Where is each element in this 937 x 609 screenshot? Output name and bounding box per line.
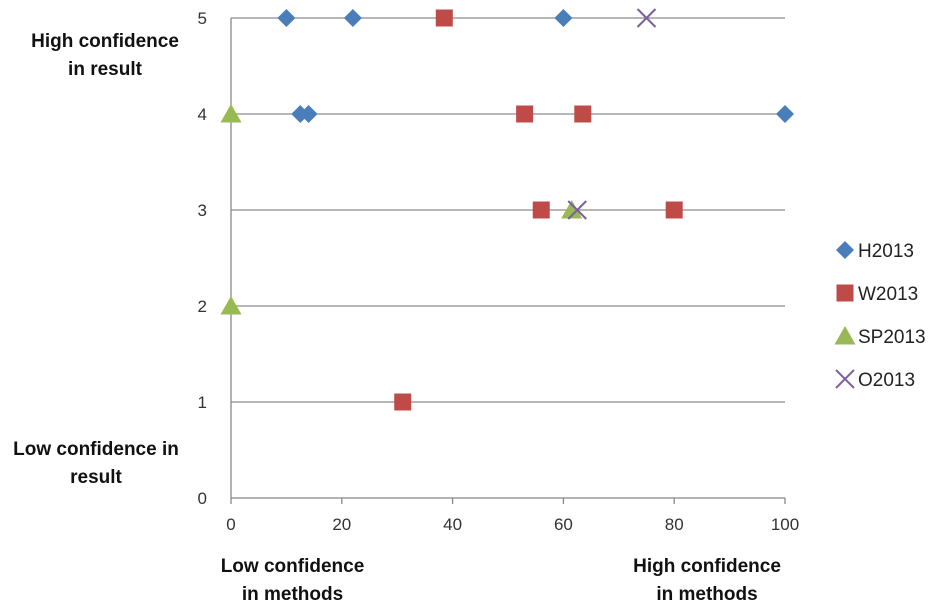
data-point-w2013	[435, 9, 453, 27]
y-low-line-2: result	[70, 467, 122, 488]
data-point-sp2013	[561, 200, 583, 219]
axes: 0 1 2 3 4 5 0 20 40 60 80 100	[198, 9, 800, 534]
data-point-sp2013	[220, 296, 242, 315]
y-tick-label: 4	[198, 105, 207, 124]
data-point-h2013	[776, 105, 794, 123]
x-low-line-2: in methods	[241, 584, 344, 605]
data-point-w2013	[574, 105, 592, 123]
data-point-h2013	[277, 9, 296, 27]
data-point-h2013	[554, 9, 573, 27]
data-point-sp2013	[220, 104, 242, 123]
data-point-o2013	[636, 8, 657, 28]
y-high-line-2: in result	[68, 59, 142, 80]
data-points	[220, 8, 794, 411]
legend-item-sp2013: SP2013	[834, 326, 926, 348]
legend-label-o2013: O2013	[858, 370, 915, 391]
x-tick-label: 60	[554, 515, 573, 534]
x-low-annotation: Low confidence in methods	[200, 553, 385, 609]
data-point-w2013	[394, 393, 412, 411]
data-point-w2013	[516, 105, 534, 123]
y-tick-label: 1	[198, 393, 207, 412]
y-tick-label: 3	[198, 201, 207, 220]
legend-marker-h2013	[836, 241, 854, 259]
y-tick-label: 0	[198, 489, 207, 508]
legend-marker-o2013	[835, 369, 855, 389]
x-tick-label: 100	[771, 515, 799, 534]
data-point-w2013	[532, 201, 550, 219]
legend-label-sp2013: SP2013	[858, 327, 926, 348]
x-high-line-1: High confidence	[633, 556, 781, 577]
data-point-h2013	[299, 105, 318, 123]
legend-marker-o2013-stroke-b	[835, 369, 855, 389]
data-point-o2013-stroke-b	[567, 200, 587, 220]
legend-item-o2013: O2013	[835, 369, 915, 391]
legend-label-h2013: H2013	[858, 241, 914, 262]
y-tick-label: 2	[198, 297, 207, 316]
x-tick-label: 20	[332, 515, 351, 534]
data-point-h2013	[343, 9, 362, 27]
legend-label-w2013: W2013	[858, 284, 918, 305]
legend-marker-w2013	[836, 284, 854, 302]
y-tick-label: 5	[198, 9, 207, 28]
gridlines	[231, 17, 785, 499]
legend-marker-sp2013	[834, 326, 856, 345]
x-high-line-2: in methods	[656, 584, 758, 605]
data-point-w2013	[665, 201, 683, 219]
x-high-annotation: High confidence in methods	[612, 553, 802, 609]
legend: H2013 W2013 SP2013 O2013	[834, 241, 926, 391]
legend-item-h2013: H2013	[836, 241, 914, 262]
x-low-line-1: Low confidence	[220, 556, 365, 577]
y-high-annotation: High confidence in result	[10, 28, 200, 84]
x-tick-label: 0	[226, 515, 235, 534]
x-tick-label: 40	[443, 515, 462, 534]
data-point-o2013-stroke-b	[636, 8, 657, 28]
x-tick-label: 80	[665, 515, 684, 534]
y-low-annotation: Low confidence in result	[0, 436, 192, 492]
legend-item-w2013: W2013	[836, 284, 918, 305]
y-low-line-1: Low confidence in	[13, 439, 179, 460]
y-high-line-1: High confidence	[31, 31, 179, 52]
data-point-o2013	[567, 200, 587, 220]
